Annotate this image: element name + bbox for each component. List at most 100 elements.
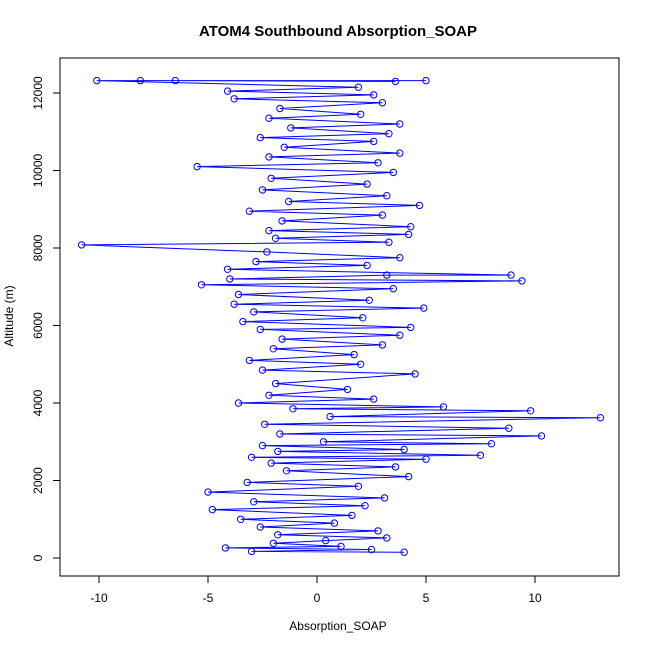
y-tick-label: 10000 bbox=[31, 153, 45, 187]
data-point bbox=[383, 192, 391, 200]
data-point bbox=[204, 488, 212, 496]
data-point bbox=[439, 403, 448, 411]
data-point bbox=[267, 174, 275, 183]
data-point bbox=[370, 91, 378, 99]
x-axis-label: Absorption_SOAP bbox=[289, 619, 386, 633]
data-point bbox=[363, 261, 371, 270]
data-point bbox=[136, 76, 145, 85]
data-point bbox=[378, 341, 387, 349]
data-point bbox=[518, 277, 526, 285]
data-point bbox=[507, 271, 515, 279]
data-point bbox=[396, 331, 404, 339]
data-point bbox=[407, 323, 415, 332]
data-point bbox=[354, 482, 363, 490]
data-point bbox=[420, 304, 428, 312]
data-point bbox=[256, 523, 264, 531]
data-point bbox=[365, 296, 373, 304]
data-point bbox=[256, 133, 264, 142]
data-point bbox=[319, 438, 328, 446]
data-point bbox=[250, 308, 258, 316]
data-point bbox=[378, 99, 387, 107]
data-point bbox=[400, 548, 408, 556]
data-point bbox=[171, 76, 180, 85]
data-point bbox=[537, 432, 546, 440]
data-point bbox=[422, 455, 430, 463]
data-point bbox=[258, 186, 267, 194]
data-point bbox=[245, 207, 254, 215]
data-point bbox=[247, 453, 256, 461]
data-point bbox=[230, 300, 238, 308]
data-point bbox=[343, 385, 352, 394]
data-point bbox=[526, 407, 535, 415]
data-point bbox=[258, 441, 267, 450]
data-point bbox=[282, 467, 291, 475]
data-point bbox=[396, 149, 404, 157]
data-point bbox=[237, 515, 245, 523]
data-point bbox=[276, 430, 284, 438]
data-point bbox=[422, 76, 430, 85]
data-point bbox=[337, 542, 345, 551]
data-point bbox=[378, 211, 387, 219]
data-point bbox=[385, 238, 393, 246]
data-point bbox=[274, 447, 282, 456]
data-point bbox=[234, 290, 243, 299]
x-tick-label: -10 bbox=[90, 591, 108, 605]
data-point bbox=[348, 511, 356, 520]
series-points-group bbox=[77, 76, 605, 556]
data-point bbox=[374, 527, 382, 535]
data-point bbox=[487, 440, 496, 448]
data-point bbox=[350, 350, 358, 359]
data-point bbox=[367, 545, 376, 554]
data-point bbox=[370, 137, 378, 146]
data-point bbox=[278, 335, 286, 343]
x-tick-label: 5 bbox=[423, 591, 430, 605]
data-point bbox=[223, 265, 232, 273]
data-point bbox=[77, 241, 86, 249]
data-point bbox=[391, 463, 400, 471]
data-point bbox=[356, 110, 365, 119]
data-point bbox=[322, 536, 330, 545]
data-point bbox=[271, 234, 280, 243]
y-axis-label: Altitude (m) bbox=[2, 285, 16, 346]
series-line bbox=[81, 80, 601, 553]
data-point bbox=[389, 285, 397, 293]
data-point bbox=[269, 345, 278, 353]
y-tick-label: 0 bbox=[31, 554, 45, 561]
data-point bbox=[230, 95, 238, 103]
data-point bbox=[383, 271, 391, 279]
data-point bbox=[385, 130, 393, 138]
data-point bbox=[267, 459, 275, 467]
y-tick-label: 2000 bbox=[31, 467, 45, 494]
data-point bbox=[252, 257, 260, 266]
y-tick-label: 8000 bbox=[31, 234, 45, 261]
data-point bbox=[265, 153, 273, 161]
data-point bbox=[278, 217, 286, 225]
data-point bbox=[250, 498, 258, 506]
data-point bbox=[415, 201, 424, 210]
data-point bbox=[396, 254, 404, 262]
data-point bbox=[265, 114, 273, 122]
data-point bbox=[193, 162, 201, 171]
data-point bbox=[208, 505, 217, 514]
data-point bbox=[285, 197, 293, 206]
data-point bbox=[276, 104, 284, 113]
y-tick-label: 4000 bbox=[31, 389, 45, 416]
data-point bbox=[247, 547, 256, 556]
data-point bbox=[197, 281, 206, 289]
chart-title: ATOM4 Southbound Absorption_SOAP bbox=[199, 23, 477, 40]
x-tick-label: 10 bbox=[528, 591, 542, 605]
data-point bbox=[274, 531, 282, 539]
data-point bbox=[391, 77, 400, 86]
data-point bbox=[330, 519, 339, 527]
data-point bbox=[356, 360, 365, 368]
data-point bbox=[361, 502, 369, 510]
data-point bbox=[93, 76, 101, 85]
data-point bbox=[326, 412, 334, 421]
data-point bbox=[245, 356, 254, 365]
y-axis: 0 2000 4000 6000 8000 10000 12000 bbox=[31, 76, 60, 561]
data-point bbox=[221, 544, 230, 552]
data-point bbox=[269, 539, 278, 547]
x-tick-label: -5 bbox=[203, 591, 214, 605]
data-point bbox=[289, 405, 297, 413]
